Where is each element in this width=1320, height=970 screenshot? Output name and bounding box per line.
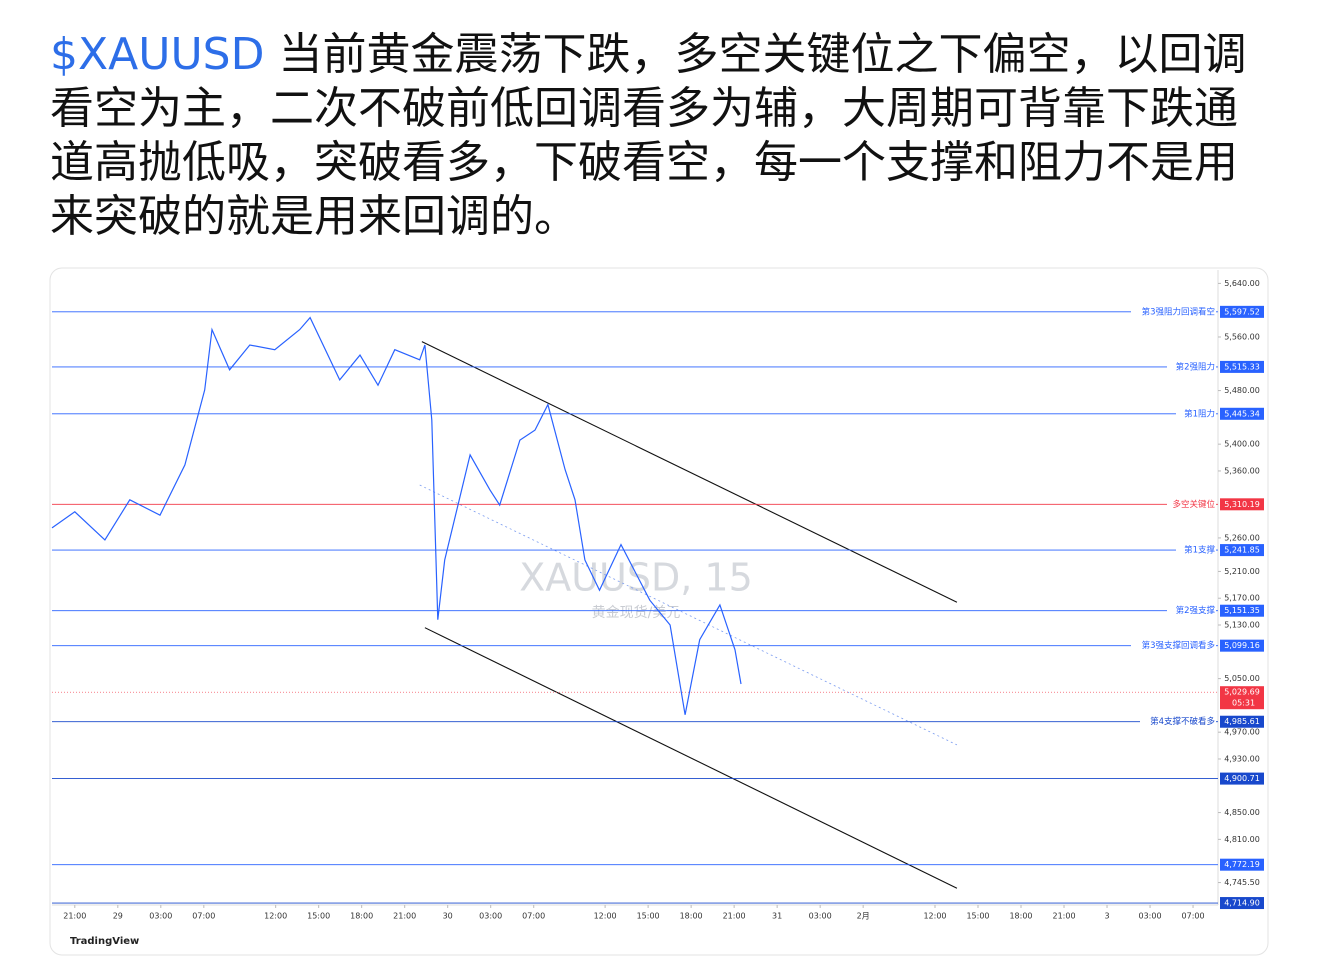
x-tick-label: 15:00 bbox=[966, 912, 989, 921]
level-name: 第1阻力 bbox=[1184, 408, 1215, 419]
trendline bbox=[424, 627, 958, 889]
x-tick-label: 07:00 bbox=[192, 912, 215, 921]
level-name-bg bbox=[1167, 360, 1216, 373]
y-tick-label: 4,810.00 bbox=[1224, 835, 1260, 844]
level-value: 4,714.90 bbox=[1224, 899, 1260, 908]
level-name: 第2强支撑 bbox=[1176, 605, 1216, 616]
level-value: 5,099.16 bbox=[1224, 641, 1260, 650]
x-tick-label: 30 bbox=[443, 912, 453, 921]
level-badge bbox=[1220, 544, 1264, 557]
level-name: 第1支撑 bbox=[1184, 545, 1215, 556]
x-tick-label: 18:00 bbox=[680, 912, 703, 921]
level-badge bbox=[1220, 715, 1264, 728]
price-line bbox=[51, 316, 742, 715]
x-tick-label: 3 bbox=[1104, 912, 1109, 921]
level-badge bbox=[1220, 305, 1264, 318]
x-tick-label: 31 bbox=[772, 912, 782, 921]
y-tick-label: 5,130.00 bbox=[1224, 621, 1260, 630]
level-name: 第3强支撑回调看多 bbox=[1142, 640, 1216, 651]
level-name: 第3强阻力回调看空 bbox=[1142, 306, 1215, 317]
x-tick-label: 2月 bbox=[857, 912, 870, 921]
x-tick-label: 12:00 bbox=[923, 912, 946, 921]
y-tick-label: 5,210.00 bbox=[1224, 567, 1260, 576]
x-tick-label: 03:00 bbox=[809, 912, 832, 921]
x-tick-label: 21:00 bbox=[63, 912, 86, 921]
y-tick-label: 4,930.00 bbox=[1224, 754, 1260, 763]
x-tick-label: 07:00 bbox=[1182, 912, 1205, 921]
level-badge bbox=[1220, 772, 1264, 785]
x-tick-label: 21:00 bbox=[1052, 912, 1075, 921]
level-value: 4,985.61 bbox=[1224, 717, 1260, 726]
x-tick-label: 03:00 bbox=[149, 912, 172, 921]
y-tick-label: 5,400.00 bbox=[1224, 440, 1260, 449]
level-name-bg bbox=[1131, 639, 1216, 652]
level-value: 4,772.19 bbox=[1224, 860, 1260, 869]
x-tick-label: 03:00 bbox=[1139, 912, 1162, 921]
brand: TradingView bbox=[70, 936, 139, 947]
x-tick-label: 18:00 bbox=[1009, 912, 1032, 921]
level-name-bg bbox=[1131, 305, 1216, 318]
current-badge bbox=[1220, 686, 1264, 710]
ticker[interactable]: $XAUUSD bbox=[50, 29, 265, 80]
level-value: 5,151.35 bbox=[1224, 606, 1260, 615]
x-tick-label: 15:00 bbox=[637, 912, 660, 921]
x-tick-label: 07:00 bbox=[522, 912, 545, 921]
post-body: 当前黄金震荡下跌，多空关键位之下偏空，以回调看空为主，二次不破前低回调看多为辅，… bbox=[50, 29, 1247, 242]
level-badge bbox=[1220, 498, 1264, 511]
x-tick-label: 21:00 bbox=[393, 912, 416, 921]
y-tick-label: 4,850.00 bbox=[1224, 808, 1260, 817]
x-tick-label: 21:00 bbox=[723, 912, 746, 921]
y-tick-label: 5,050.00 bbox=[1224, 674, 1260, 683]
level-value: 5,515.33 bbox=[1224, 362, 1260, 371]
level-value: 5,241.85 bbox=[1224, 546, 1260, 555]
post-text: $XAUUSD 当前黄金震荡下跌，多空关键位之下偏空，以回调看空为主，二次不破前… bbox=[50, 28, 1265, 244]
y-tick-label: 5,360.00 bbox=[1224, 466, 1260, 475]
x-tick-label: 12:00 bbox=[264, 912, 287, 921]
level-name-bg bbox=[1176, 407, 1216, 420]
trendline bbox=[421, 341, 958, 603]
watermark-subtitle: 黄金现货/美元 bbox=[592, 604, 681, 621]
x-tick-label: 18:00 bbox=[350, 912, 373, 921]
level-value: 5,597.52 bbox=[1224, 307, 1260, 316]
x-tick-label: 03:00 bbox=[479, 912, 502, 921]
level-name: 第4支撑不破看多 bbox=[1150, 716, 1215, 727]
x-tick-label: 15:00 bbox=[307, 912, 330, 921]
y-tick-label: 5,560.00 bbox=[1224, 332, 1260, 341]
level-badge bbox=[1220, 897, 1264, 910]
level-value: 5,445.34 bbox=[1224, 409, 1260, 418]
level-badge bbox=[1220, 639, 1264, 652]
countdown: 05:31 bbox=[1232, 699, 1255, 708]
level-badge bbox=[1220, 407, 1264, 420]
x-tick-label: 12:00 bbox=[594, 912, 617, 921]
level-name-bg bbox=[1176, 544, 1216, 557]
y-tick-label: 5,260.00 bbox=[1224, 533, 1260, 542]
y-tick-label: 5,480.00 bbox=[1224, 386, 1260, 395]
level-name-bg bbox=[1167, 604, 1216, 617]
level-name: 多空关键位 bbox=[1172, 499, 1215, 510]
y-tick-label: 5,170.00 bbox=[1224, 594, 1260, 603]
level-name-bg bbox=[1167, 498, 1216, 511]
watermark-title: XAUUSD, 15 bbox=[519, 556, 753, 600]
y-tick-label: 5,640.00 bbox=[1224, 279, 1260, 288]
level-name: 第2强阻力 bbox=[1176, 361, 1215, 372]
y-tick-label: 4,970.00 bbox=[1224, 728, 1260, 737]
y-tick-label: 4,745.50 bbox=[1224, 878, 1260, 887]
level-badge bbox=[1220, 858, 1264, 871]
level-value: 4,900.71 bbox=[1224, 774, 1260, 783]
level-name-bg bbox=[1140, 715, 1216, 728]
level-badge bbox=[1220, 604, 1264, 617]
level-badge bbox=[1220, 360, 1264, 373]
current-value: 5,029.69 bbox=[1224, 688, 1260, 697]
x-tick-label: 29 bbox=[113, 912, 123, 921]
level-value: 5,310.19 bbox=[1224, 500, 1260, 509]
